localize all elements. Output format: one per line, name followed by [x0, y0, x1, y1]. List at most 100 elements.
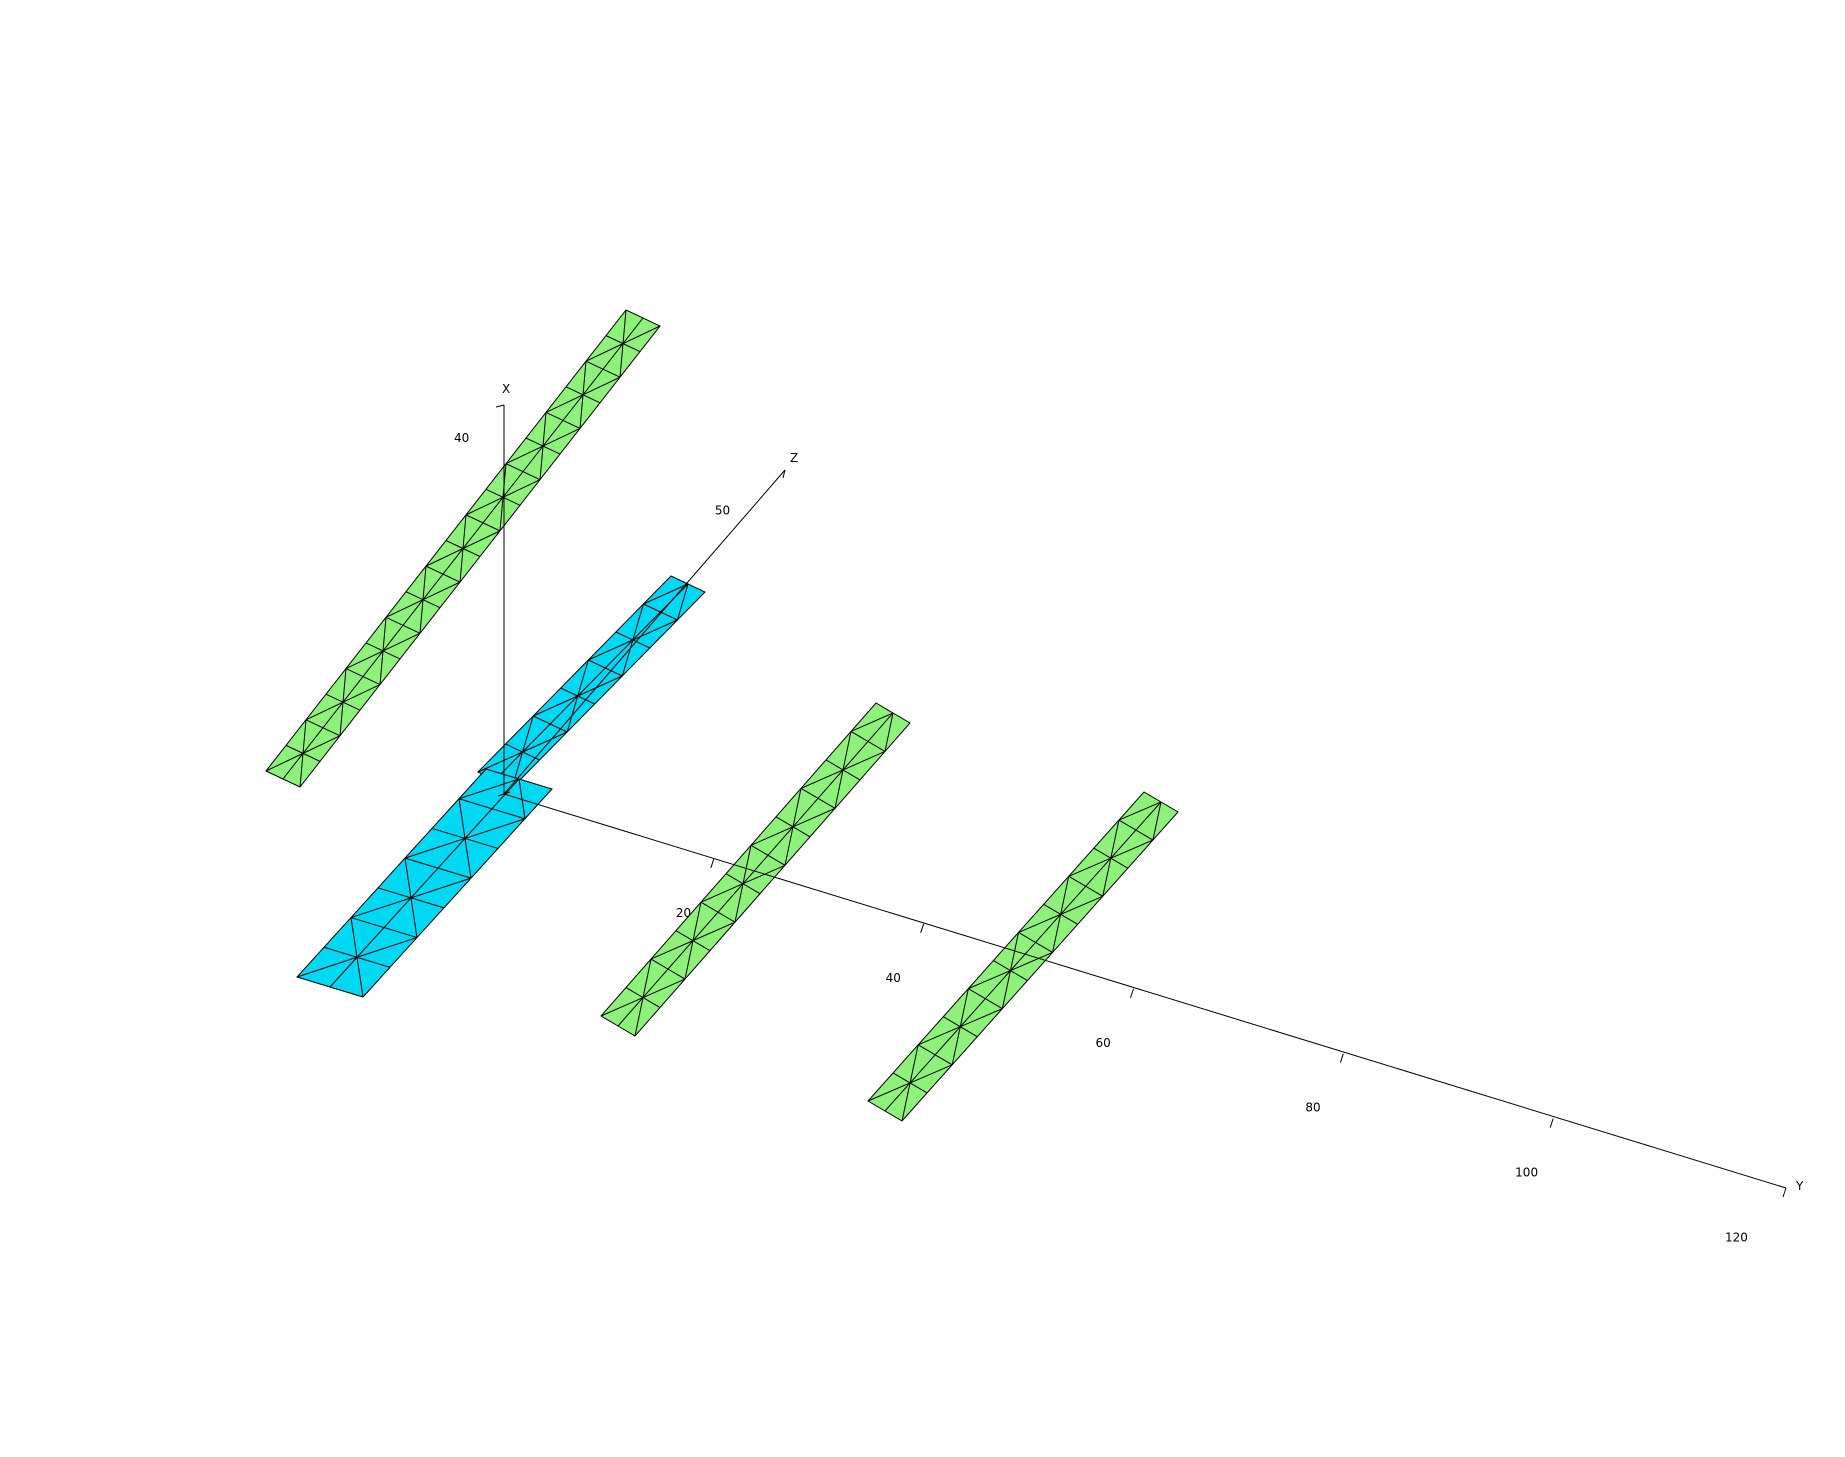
mesh-diagonal: [792, 788, 802, 827]
mesh-diagonal: [350, 897, 412, 919]
mesh-diagonal: [1068, 857, 1112, 877]
panel-green-1: [265, 309, 661, 788]
mesh-diagonal: [458, 798, 466, 839]
panel-mesh: [296, 778, 526, 998]
y-tick-label: 20: [676, 906, 691, 920]
mesh-diagonal: [1060, 895, 1103, 915]
mesh-diagonal: [884, 712, 894, 752]
mesh-diagonal: [867, 1082, 911, 1102]
mesh-diagonal: [901, 1082, 911, 1122]
mesh-diagonal: [632, 603, 644, 641]
mesh-diagonal: [465, 496, 504, 516]
mesh-diagonal: [692, 902, 702, 941]
z-axis-name: Z: [790, 451, 798, 465]
y-tick-mark: [1339, 1053, 1344, 1063]
mesh-diagonal: [502, 479, 541, 498]
origin-marker: [497, 791, 511, 797]
mesh-diagonal: [951, 1026, 961, 1065]
mesh-diagonal: [464, 838, 472, 879]
mesh-diagonal: [1001, 970, 1011, 1009]
mesh-diagonal: [342, 668, 347, 703]
y-tick-label: 40: [886, 971, 901, 985]
mesh-diagonal: [800, 769, 844, 789]
x-axis-end-tick: [495, 404, 505, 408]
mesh-diagonal: [650, 940, 694, 960]
y-tick-mark: [710, 858, 715, 869]
mesh-diagonal: [522, 715, 534, 753]
mesh-diagonal: [909, 1064, 953, 1084]
mesh-diagonal: [579, 394, 584, 429]
z-axis: [503, 469, 786, 795]
mesh-diagonal: [642, 978, 686, 999]
mesh-diagonal: [539, 446, 544, 480]
mesh-diagonal: [1009, 932, 1020, 971]
z-axis-end-tick: [782, 469, 786, 479]
mesh-diagonal: [356, 957, 364, 998]
y-axis: [503, 793, 1787, 1198]
z-axis-line: [503, 469, 786, 795]
mesh-diagonal: [676, 583, 689, 621]
y-tick-label: 100: [1515, 1166, 1538, 1180]
mesh-diagonal: [356, 937, 418, 958]
panel-mesh: [600, 712, 894, 1037]
mesh-diagonal: [458, 778, 520, 800]
panel-cyan-1: [477, 575, 706, 789]
mesh-diagonal: [545, 394, 584, 413]
mesh-diagonal: [577, 675, 623, 697]
mesh-diagonal: [792, 807, 836, 828]
mesh-diagonal: [842, 731, 852, 771]
mesh-diagonal: [643, 583, 689, 605]
mesh-diagonal: [1060, 876, 1070, 915]
mesh-diagonal: [1052, 914, 1062, 953]
y-axis-name: Y: [1795, 1179, 1804, 1193]
mesh-diagonal: [419, 599, 424, 634]
mesh-diagonal: [684, 940, 694, 980]
mesh-diagonal: [404, 858, 412, 898]
mesh-diagonal: [959, 988, 969, 1027]
y-tick-label: 80: [1305, 1101, 1320, 1115]
y-tick-label: 60: [1096, 1036, 1111, 1050]
mesh-diagonal: [532, 695, 578, 717]
mesh-diagonal: [518, 778, 526, 819]
mesh-diagonal: [345, 650, 384, 670]
mesh-diagonal: [582, 361, 587, 395]
mesh-diagonal: [577, 659, 589, 697]
mesh-diagonal: [588, 639, 634, 661]
mesh-diagonal: [462, 514, 467, 549]
y-tick-label: 120: [1725, 1231, 1748, 1245]
mesh-diagonal: [404, 837, 466, 859]
mesh-diagonal: [621, 639, 634, 677]
mesh-diagonal: [619, 343, 624, 378]
mesh-diagonal: [909, 1044, 919, 1084]
y-tick-mark: [1549, 1118, 1554, 1128]
panel-green-2: [600, 702, 911, 1037]
mesh-diagonal: [410, 877, 472, 899]
mesh-diagonal: [566, 695, 579, 733]
mesh-diagonal: [1152, 801, 1162, 841]
panels-layer: [265, 309, 1179, 1122]
mesh-diagonal: [1102, 858, 1112, 897]
mesh-diagonal: [499, 497, 504, 531]
panel-green-3: [867, 791, 1179, 1122]
mesh-diagonal: [968, 970, 1011, 990]
x-tick-label: 40: [454, 431, 469, 445]
mesh-diagonal: [1110, 839, 1154, 859]
x-axis: [495, 404, 505, 794]
mesh-diagonal: [622, 325, 661, 345]
mesh-diagonal: [425, 548, 464, 567]
mesh-diagonal: [410, 897, 418, 938]
mesh-diagonal: [850, 712, 894, 732]
mesh-diagonal: [692, 921, 736, 942]
mesh-diagonal: [382, 632, 421, 652]
mesh-diagonal: [505, 445, 544, 465]
panel-mesh: [265, 309, 661, 788]
mesh-diagonal: [477, 751, 523, 773]
mesh-diagonal: [582, 376, 621, 396]
mesh-diagonal: [1118, 801, 1162, 821]
y-axis-line: [503, 793, 1787, 1189]
mesh-diagonal: [522, 731, 568, 753]
mesh-diagonal: [742, 845, 752, 884]
y-tick-mark: [1130, 988, 1134, 998]
